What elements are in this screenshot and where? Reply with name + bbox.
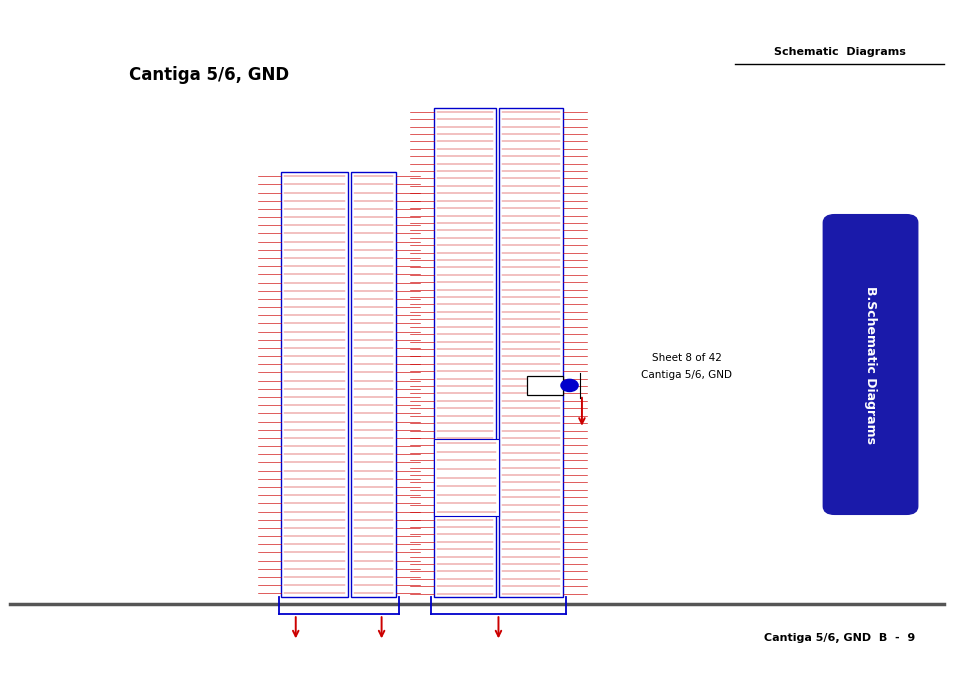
Text: Cantiga 5/6, GND: Cantiga 5/6, GND xyxy=(129,66,289,84)
Text: Cantiga 5/6, GND  B  -  9: Cantiga 5/6, GND B - 9 xyxy=(763,633,914,643)
Bar xyxy=(281,172,348,597)
Circle shape xyxy=(560,379,578,391)
Bar xyxy=(434,108,496,597)
Bar xyxy=(434,439,498,516)
Text: B.Schematic Diagrams: B.Schematic Diagrams xyxy=(863,286,876,443)
Text: Sheet 8 of 42: Sheet 8 of 42 xyxy=(651,353,721,362)
Bar xyxy=(351,172,395,597)
Bar xyxy=(498,108,562,597)
Text: Cantiga 5/6, GND: Cantiga 5/6, GND xyxy=(640,370,732,379)
FancyBboxPatch shape xyxy=(822,215,917,514)
Text: Schematic  Diagrams: Schematic Diagrams xyxy=(773,47,904,57)
Bar xyxy=(526,376,562,395)
